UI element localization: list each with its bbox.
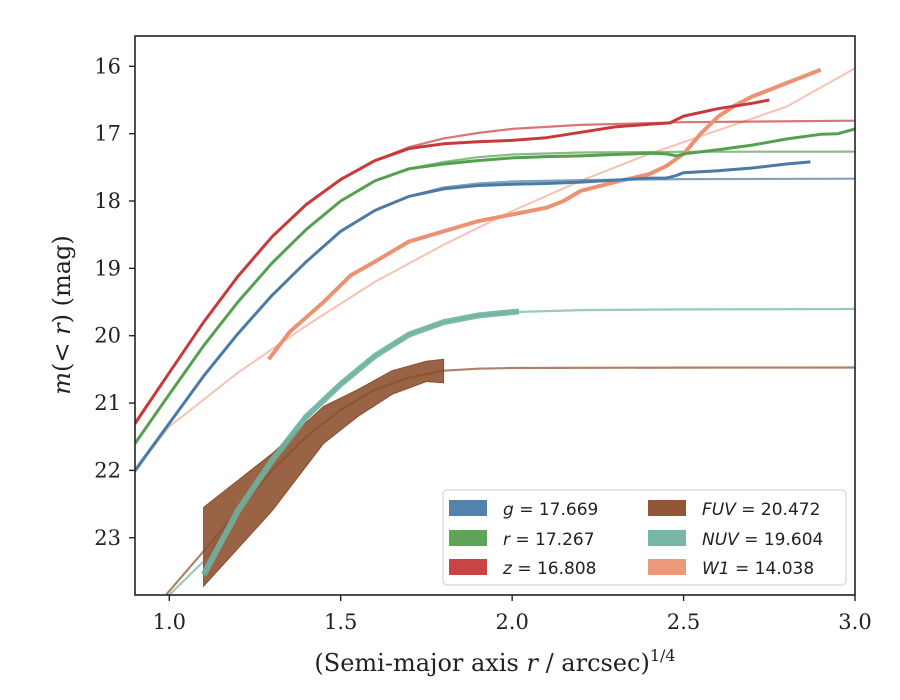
legend-entry-r: r = 17.267 — [449, 530, 595, 550]
y-axis-label: m(< r) (mag) — [48, 235, 76, 395]
legend-swatch-z — [449, 559, 487, 575]
legend-entry-fuv: FUV = 20.472 — [648, 500, 820, 520]
legend-entry-nuv: NUV = 19.604 — [648, 530, 823, 550]
svg-text:FUV = 20.472: FUV = 20.472 — [702, 500, 820, 520]
svg-text:z = 16.808: z = 16.808 — [502, 559, 596, 579]
model-curve-w1 — [135, 67, 855, 472]
data-curve-g — [135, 160, 811, 472]
x-tick-label: 1.5 — [324, 610, 357, 634]
legend-swatch-fuv — [648, 500, 686, 516]
data-curve-z — [135, 98, 770, 425]
x-tick-label: 3.0 — [838, 610, 871, 634]
svg-text:NUV = 19.604: NUV = 19.604 — [702, 530, 823, 550]
band-fuv — [203, 358, 445, 588]
y-tick-label: 17 — [94, 122, 121, 146]
legend-entry-g: g = 17.669 — [449, 500, 598, 520]
x-tick-label: 2.5 — [667, 610, 700, 634]
legend-swatch-g — [449, 500, 487, 516]
y-tick-label: 16 — [94, 54, 121, 78]
y-axis: 16 17 18 19 20 21 22 23 — [94, 54, 135, 550]
plot-area — [135, 67, 855, 595]
y-tick-label: 23 — [94, 526, 121, 550]
x-tick-label: 1.0 — [153, 610, 186, 634]
legend-frame — [442, 489, 847, 586]
x-axis-label: (Semi-major axis r / arcsec)1/4 — [314, 646, 675, 677]
x-tick-label: 2.0 — [495, 610, 528, 634]
legend-entry-w1: W1 = 14.038 — [648, 559, 814, 579]
legend-swatch-r — [449, 530, 487, 546]
y-tick-label: 18 — [94, 189, 121, 213]
y-tick-label: 20 — [94, 324, 121, 348]
data-curve-r — [135, 127, 855, 445]
y-tick-label: 21 — [94, 391, 121, 415]
y-tick-label: 19 — [94, 256, 121, 280]
data-curve-nuv — [200, 308, 520, 577]
legend-entry-z: z = 16.808 — [449, 559, 596, 579]
svg-text:r = 17.267: r = 17.267 — [503, 530, 595, 550]
data-curve-w1 — [267, 67, 822, 361]
legend-swatch-nuv — [648, 530, 686, 546]
svg-text:W1 = 14.038: W1 = 14.038 — [702, 559, 814, 579]
svg-text:g = 17.669: g = 17.669 — [503, 500, 598, 520]
plot-frame — [134, 35, 856, 596]
legend-swatch-w1 — [648, 559, 686, 575]
x-axis: 1.0 1.5 2.0 2.5 3.0 — [153, 595, 872, 634]
legend: g = 17.669 r = 17.267 z = 16.808 FUV = 2… — [442, 489, 847, 586]
y-tick-label: 22 — [94, 458, 121, 482]
